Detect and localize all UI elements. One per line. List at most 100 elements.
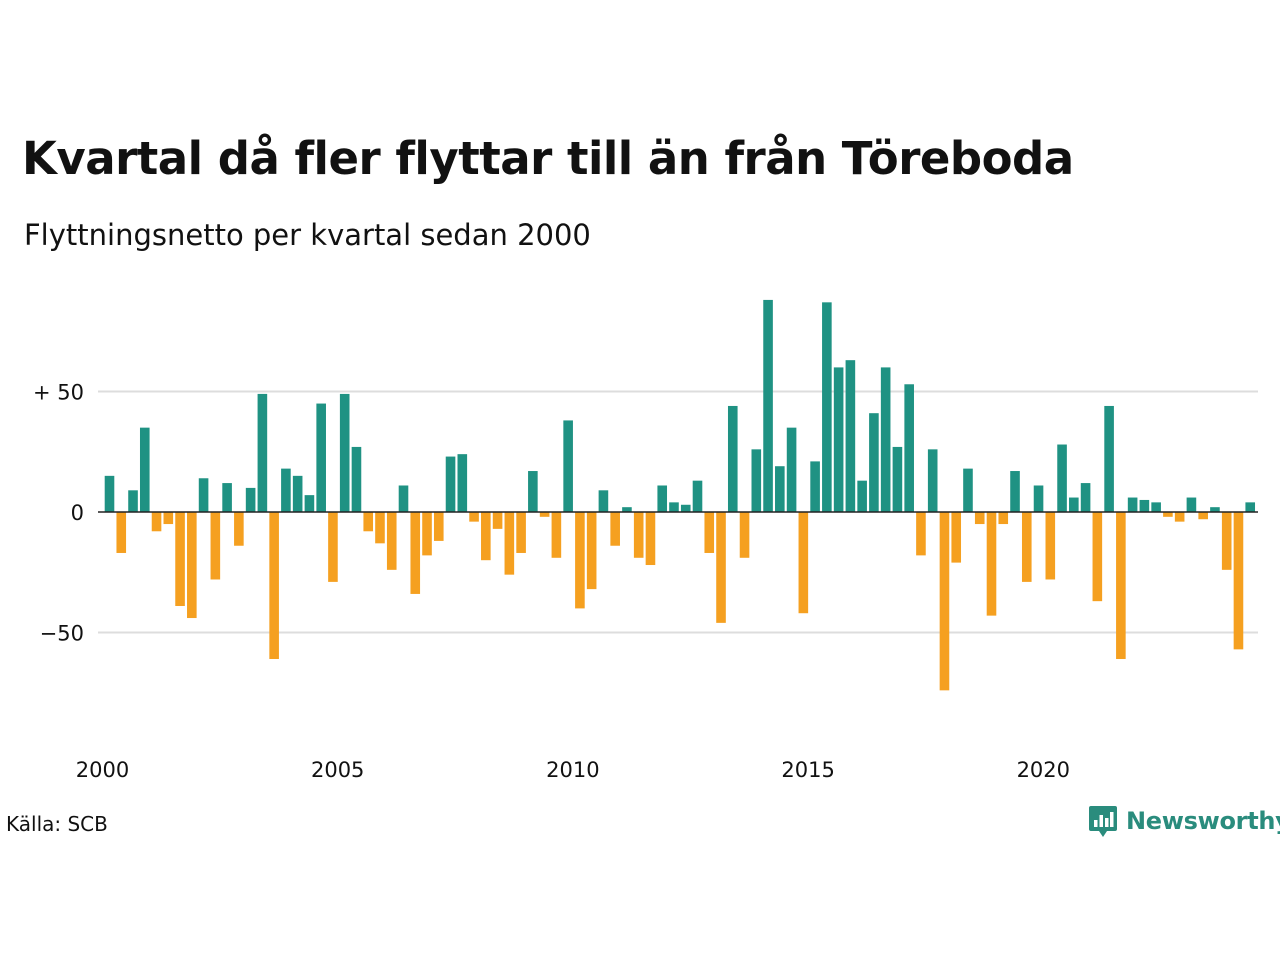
bar bbox=[598, 490, 609, 512]
bar bbox=[1010, 471, 1020, 512]
x-tick-label: 2010 bbox=[546, 758, 599, 782]
bar bbox=[669, 502, 679, 512]
bar bbox=[1127, 497, 1138, 512]
bar bbox=[716, 512, 726, 623]
bar bbox=[798, 512, 809, 614]
bar bbox=[175, 512, 185, 606]
bar bbox=[869, 413, 879, 512]
bar bbox=[1233, 512, 1244, 650]
bar bbox=[328, 512, 338, 582]
bar bbox=[433, 512, 444, 541]
x-tick-label: 2000 bbox=[76, 758, 129, 782]
bar bbox=[1080, 483, 1091, 512]
gridlines bbox=[98, 390, 1258, 634]
bar bbox=[1151, 502, 1161, 512]
bar bbox=[210, 512, 221, 580]
bar bbox=[316, 403, 326, 512]
bar bbox=[151, 512, 162, 532]
bar bbox=[951, 512, 962, 563]
bar bbox=[469, 512, 479, 522]
bars bbox=[104, 299, 1256, 691]
bar bbox=[1104, 405, 1114, 512]
bar bbox=[386, 512, 397, 570]
y-tick-label: + 50 bbox=[33, 381, 84, 405]
brand-logo[interactable]: Newsworthy bbox=[1088, 804, 1280, 838]
bar bbox=[1245, 502, 1256, 512]
bar bbox=[1221, 512, 1232, 570]
bar bbox=[1174, 512, 1185, 522]
bar bbox=[645, 512, 656, 566]
bar bbox=[198, 478, 209, 512]
bar bbox=[880, 367, 891, 512]
bar bbox=[234, 512, 244, 546]
chart-title: Kvartal då fler flyttar till än från Tör… bbox=[22, 132, 1074, 185]
bar bbox=[751, 449, 762, 512]
bar bbox=[351, 446, 362, 512]
bar bbox=[586, 512, 597, 590]
bar bbox=[363, 512, 374, 532]
bar bbox=[904, 384, 914, 512]
bar bbox=[1021, 512, 1032, 582]
x-axis-ticks: 2000 2005 2010 2015 2020 bbox=[76, 758, 1070, 782]
chart-subtitle: Flyttningsnetto per kvartal sedan 2000 bbox=[24, 218, 591, 252]
bar bbox=[375, 512, 385, 544]
bar bbox=[504, 512, 515, 575]
bar bbox=[727, 405, 738, 512]
bar bbox=[998, 512, 1009, 525]
bar bbox=[187, 512, 197, 619]
bar bbox=[974, 512, 985, 525]
bar bbox=[528, 471, 538, 512]
bar bbox=[222, 483, 232, 512]
bar bbox=[657, 485, 668, 512]
bar bbox=[163, 512, 174, 525]
bar bbox=[927, 449, 938, 512]
bar bbox=[822, 302, 832, 512]
bar bbox=[810, 461, 820, 512]
bar bbox=[281, 468, 291, 512]
bar bbox=[269, 512, 279, 660]
bar bbox=[445, 456, 456, 512]
bar bbox=[245, 487, 256, 512]
bar bbox=[1139, 499, 1150, 512]
bar bbox=[516, 512, 526, 553]
bar bbox=[633, 512, 644, 558]
bar bbox=[1186, 497, 1197, 512]
bar bbox=[104, 475, 115, 512]
bar bbox=[1069, 497, 1079, 512]
bar bbox=[1116, 512, 1126, 660]
bar bbox=[1033, 485, 1044, 512]
y-axis-ticks: + 50 0 −50 bbox=[33, 381, 84, 646]
bar bbox=[1092, 512, 1103, 602]
bar bbox=[892, 446, 903, 512]
bar bbox=[410, 512, 421, 594]
bar bbox=[1057, 444, 1067, 512]
bar bbox=[963, 468, 973, 512]
bar bbox=[939, 512, 950, 691]
bar bbox=[916, 512, 926, 556]
source-note: Källa: SCB bbox=[6, 812, 108, 836]
bar bbox=[786, 427, 797, 512]
bar bbox=[257, 393, 268, 512]
bar bbox=[775, 466, 785, 512]
y-tick-label: −50 bbox=[40, 622, 84, 646]
bar bbox=[610, 512, 620, 546]
bar-chart-speech-bubble-icon bbox=[1089, 806, 1117, 837]
brand-name: Newsworthy bbox=[1126, 807, 1280, 835]
bar bbox=[563, 420, 573, 512]
bar bbox=[986, 512, 997, 616]
y-tick-label: 0 bbox=[71, 501, 84, 525]
bar bbox=[680, 504, 691, 512]
bar bbox=[833, 367, 844, 512]
bar bbox=[422, 512, 432, 556]
bar bbox=[304, 495, 315, 512]
bar bbox=[1210, 507, 1220, 512]
bar bbox=[622, 507, 632, 512]
bar bbox=[763, 299, 773, 512]
x-tick-label: 2020 bbox=[1017, 758, 1070, 782]
bar bbox=[551, 512, 562, 558]
bar bbox=[1198, 512, 1208, 520]
bar bbox=[398, 485, 409, 512]
bar bbox=[128, 490, 138, 512]
bar bbox=[539, 512, 550, 517]
